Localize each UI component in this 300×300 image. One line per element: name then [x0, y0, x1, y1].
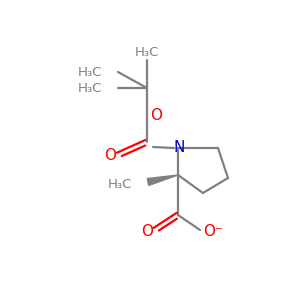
Text: H₃C: H₃C: [135, 46, 159, 59]
Text: N: N: [173, 140, 185, 155]
Text: O⁻: O⁻: [203, 224, 223, 239]
Text: H₃C: H₃C: [108, 178, 132, 190]
Text: O: O: [141, 224, 153, 239]
Text: O: O: [104, 148, 116, 163]
Text: H₃C: H₃C: [78, 65, 102, 79]
Text: H₃C: H₃C: [78, 82, 102, 94]
Polygon shape: [147, 175, 178, 185]
Text: O: O: [150, 107, 162, 122]
